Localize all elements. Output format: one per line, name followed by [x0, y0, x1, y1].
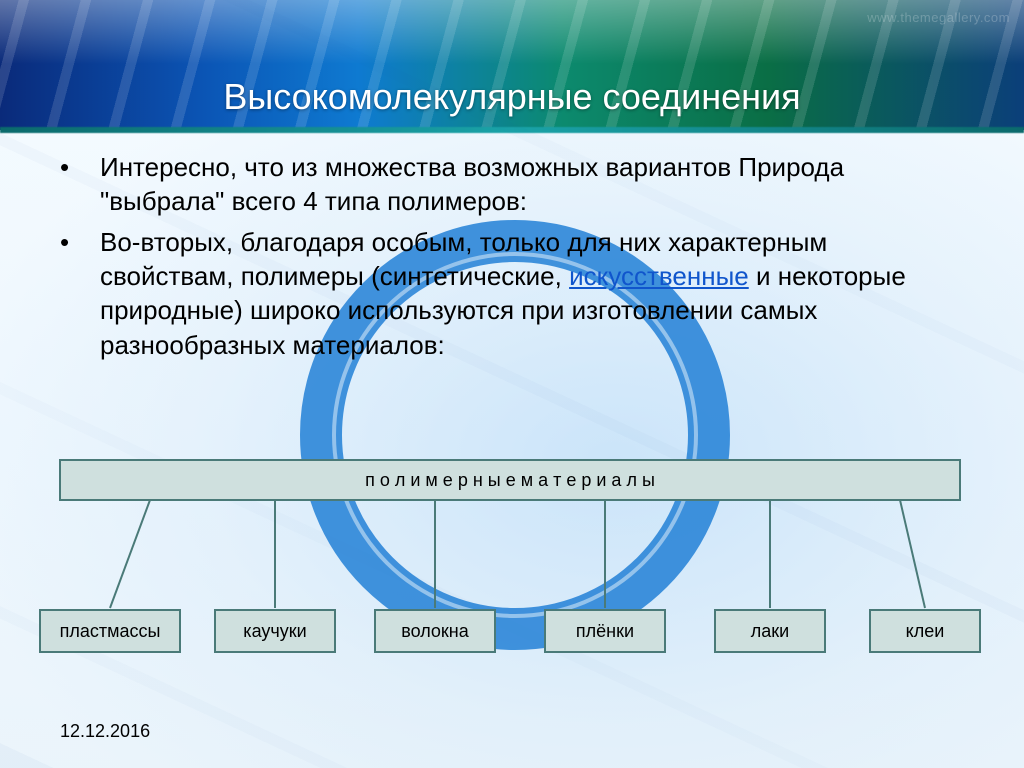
bullet-2: • Во-вторых, благодаря особым, только дл…: [60, 225, 964, 362]
slide-title: Высокомолекулярные соединения: [0, 76, 1024, 118]
bullet-dot: •: [60, 225, 100, 362]
diagram-child-label-4: лаки: [751, 621, 789, 641]
diagram-child-label-2: волокна: [401, 621, 470, 641]
bullet-2-text: Во-вторых, благодаря особым, только для …: [100, 225, 964, 362]
footer-date: 12.12.2016: [60, 721, 150, 742]
bullet-1: • Интересно, что из множества возможных …: [60, 150, 964, 219]
diagram-child-label-5: клеи: [906, 621, 945, 641]
diagram-child-label-0: пластмассы: [60, 621, 161, 641]
slide-root: www.themegallery.com Высокомолекулярные …: [0, 0, 1024, 768]
bullet-dot: •: [60, 150, 100, 219]
watermark: www.themegallery.com: [867, 10, 1010, 25]
content-area: • Интересно, что из множества возможных …: [60, 150, 964, 368]
diagram-connector-5: [900, 500, 925, 608]
bullet-2-link[interactable]: искусственные: [569, 261, 749, 291]
bullet-1-text: Интересно, что из множества возможных ва…: [100, 150, 964, 219]
diagram-child-label-1: каучуки: [243, 621, 306, 641]
diagram-svg: п о л и м е р н ы е м а т е р и а л ы пла…: [0, 450, 1024, 720]
diagram-connector-0: [110, 500, 150, 608]
diagram-root-label: п о л и м е р н ы е м а т е р и а л ы: [365, 470, 655, 490]
diagram-child-label-3: плёнки: [576, 621, 634, 641]
